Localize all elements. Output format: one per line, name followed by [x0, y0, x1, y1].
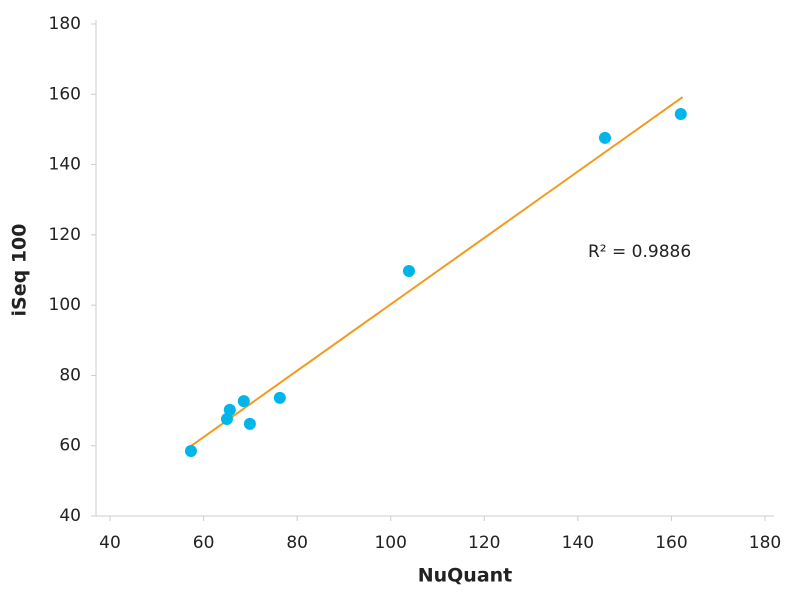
- y-tick-label: 140: [49, 155, 81, 175]
- data-point: [184, 444, 197, 457]
- x-tick-label: 80: [286, 533, 308, 553]
- y-tick-label: 100: [49, 295, 81, 315]
- y-axis-title: iSeq 100: [9, 224, 31, 317]
- x-tick-label: 180: [749, 533, 781, 553]
- y-tick-label: 120: [49, 225, 81, 245]
- x-tick-label: 100: [374, 533, 406, 553]
- y-tick-label: 60: [59, 436, 81, 456]
- x-axis-title: NuQuant: [418, 565, 513, 587]
- data-point: [598, 131, 611, 144]
- trendline: [190, 96, 684, 447]
- y-tick-label: 80: [59, 365, 81, 385]
- data-point: [220, 413, 233, 426]
- data-point: [273, 391, 286, 404]
- x-tick-label: 120: [468, 533, 500, 553]
- x-tick-label: 160: [655, 533, 687, 553]
- x-tick-label: 60: [193, 533, 215, 553]
- x-tick-label: 40: [99, 533, 121, 553]
- data-point: [243, 417, 256, 430]
- y-tick-label: 160: [49, 84, 81, 104]
- data-point: [674, 107, 687, 120]
- data-point: [237, 395, 250, 408]
- data-point: [223, 403, 236, 416]
- x-tick-label: 140: [562, 533, 594, 553]
- y-tick-label: 180: [49, 14, 81, 34]
- y-tick-label: 40: [59, 506, 81, 526]
- data-point: [402, 265, 415, 278]
- r2-annotation: R² = 0.9886: [588, 242, 691, 262]
